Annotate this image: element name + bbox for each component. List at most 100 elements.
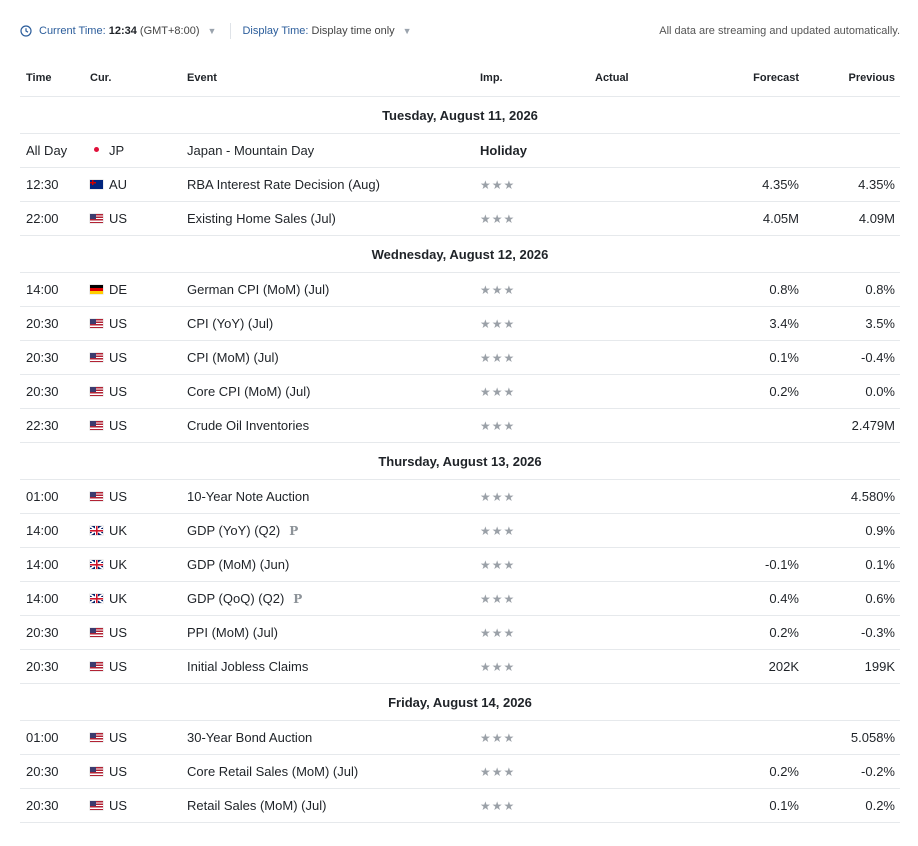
table-row[interactable]: 20:30 US CPI (YoY) (Jul) ★★★ 3.4% 3.5%: [20, 306, 900, 341]
display-time-selector[interactable]: Display Time: Display time only ▼: [242, 25, 411, 37]
event-name-link[interactable]: Retail Sales (MoM) (Jul): [187, 798, 327, 813]
us-flag-icon: [90, 387, 103, 397]
event-name-link[interactable]: RBA Interest Rate Decision (Aug): [187, 177, 380, 192]
table-row[interactable]: 22:30 US Crude Oil Inventories ★★★ 2.479M: [20, 408, 900, 443]
event-name-cell: 30-Year Bond Auction: [187, 720, 480, 755]
us-flag-icon: [90, 353, 103, 363]
table-row[interactable]: All Day JP Japan - Mountain Day Holiday: [20, 133, 900, 168]
event-currency: US: [109, 384, 128, 399]
table-row[interactable]: 01:00 US 10-Year Note Auction ★★★ 4.580%: [20, 479, 900, 514]
column-header-time[interactable]: Time: [20, 60, 90, 97]
column-header-forecast[interactable]: Forecast: [670, 60, 804, 97]
event-name-link[interactable]: Initial Jobless Claims: [187, 659, 309, 674]
timezone-label: (GMT+8:00): [139, 25, 200, 37]
importance-stars: ★★★: [480, 649, 595, 684]
event-name-link[interactable]: German CPI (MoM) (Jul): [187, 282, 330, 297]
event-name-cell: RBA Interest Rate Decision (Aug): [187, 167, 480, 202]
event-actual: [595, 306, 670, 341]
event-actual: [595, 615, 670, 650]
event-name-cell: GDP (MoM) (Jun): [187, 547, 480, 582]
event-forecast: 4.35%: [670, 167, 804, 202]
event-name-link[interactable]: Crude Oil Inventories: [187, 418, 310, 433]
event-name-link[interactable]: Existing Home Sales (Jul): [187, 211, 336, 226]
importance-stars: ★★★: [480, 272, 595, 307]
table-row[interactable]: 20:30 US Core Retail Sales (MoM) (Jul) ★★★ 0…: [20, 754, 900, 789]
event-name-cell: CPI (YoY) (Jul): [187, 306, 480, 341]
event-currency-cell: US: [90, 479, 187, 514]
importance-stars: ★★★: [480, 374, 595, 409]
event-currency-cell: US: [90, 615, 187, 650]
event-name-link[interactable]: GDP (YoY) (Q2): [187, 523, 281, 538]
event-currency-cell: UK: [90, 547, 187, 582]
table-row[interactable]: 20:30 US PPI (MoM) (Jul) ★★★ 0.2% -0.3%: [20, 615, 900, 650]
column-header-currency[interactable]: Cur.: [90, 60, 187, 97]
event-name-link[interactable]: 10-Year Note Auction: [187, 489, 310, 504]
column-header-actual[interactable]: Actual: [595, 60, 670, 97]
table-row[interactable]: 14:00 UK GDP (QoQ) (Q2) P ★★★ 0.4% 0.6%: [20, 581, 900, 616]
event-name-link[interactable]: GDP (MoM) (Jun): [187, 557, 290, 572]
event-time: 20:30: [20, 374, 90, 409]
event-currency: US: [109, 316, 128, 331]
event-time: 14:00: [20, 272, 90, 307]
holiday-label: Holiday: [480, 133, 595, 168]
event-name-link[interactable]: Japan - Mountain Day: [187, 143, 315, 158]
table-row[interactable]: 20:30 US Initial Jobless Claims ★★★ 202K 199K: [20, 649, 900, 684]
event-forecast: [670, 720, 804, 755]
column-header-importance[interactable]: Imp.: [480, 60, 595, 97]
event-currency-cell: US: [90, 720, 187, 755]
table-row[interactable]: 20:30 US CPI (MoM) (Jul) ★★★ 0.1% -0.4%: [20, 340, 900, 375]
us-flag-icon: [90, 421, 103, 431]
chevron-down-icon[interactable]: ▼: [207, 26, 217, 36]
preliminary-badge: P: [293, 592, 303, 606]
table-row[interactable]: 14:00 UK GDP (YoY) (Q2) P ★★★ 0.9%: [20, 513, 900, 548]
table-row[interactable]: 12:30 AU RBA Interest Rate Decision (Aug) ★…: [20, 167, 900, 202]
importance-stars: ★★★: [480, 340, 595, 375]
event-name-link[interactable]: Core CPI (MoM) (Jul): [187, 384, 311, 399]
uk-flag-icon: [90, 560, 103, 570]
event-name-link[interactable]: 30-Year Bond Auction: [187, 730, 313, 745]
event-name-link[interactable]: PPI (MoM) (Jul): [187, 625, 278, 640]
event-forecast: 0.2%: [670, 754, 804, 789]
event-name-cell: Existing Home Sales (Jul): [187, 201, 480, 236]
table-row[interactable]: 20:30 US Core CPI (MoM) (Jul) ★★★ 0.2% 0.0%: [20, 374, 900, 409]
event-currency: UK: [109, 523, 128, 538]
table-row[interactable]: 20:30 US Retail Sales (MoM) (Jul) ★★★ 0.1% 0.…: [20, 788, 900, 823]
event-currency: UK: [109, 591, 128, 606]
event-name-link[interactable]: GDP (QoQ) (Q2): [187, 591, 285, 606]
column-header-previous[interactable]: Previous: [804, 60, 900, 97]
event-actual: [595, 513, 670, 548]
event-currency: JP: [109, 143, 125, 158]
display-time-label: Display Time:: [242, 25, 309, 37]
event-name-link[interactable]: CPI (MoM) (Jul): [187, 350, 279, 365]
event-name-link[interactable]: CPI (YoY) (Jul): [187, 316, 274, 331]
event-name-cell: GDP (QoQ) (Q2) P: [187, 581, 480, 616]
event-actual: [595, 408, 670, 443]
chevron-down-icon[interactable]: ▼: [402, 26, 412, 36]
event-previous: 0.0%: [804, 374, 900, 409]
table-row[interactable]: 22:00 US Existing Home Sales (Jul) ★★★ 4.05M…: [20, 201, 900, 236]
event-name-link[interactable]: Core Retail Sales (MoM) (Jul): [187, 764, 359, 779]
current-time-selector[interactable]: Current Time: 12:34 (GMT+8:00) ▼: [20, 25, 216, 37]
table-row[interactable]: 14:00 UK GDP (MoM) (Jun) ★★★ -0.1% 0.1%: [20, 547, 900, 582]
column-header-event[interactable]: Event: [187, 60, 480, 97]
event-time: 14:00: [20, 513, 90, 548]
event-currency-cell: US: [90, 201, 187, 236]
event-currency-cell: US: [90, 649, 187, 684]
event-name-cell: Japan - Mountain Day: [187, 133, 480, 168]
day-header-date: Wednesday, August 12, 2026: [20, 235, 900, 273]
event-currency: US: [109, 764, 128, 779]
event-currency: US: [109, 489, 128, 504]
preliminary-badge: P: [289, 524, 299, 538]
table-row[interactable]: 14:00 DE German CPI (MoM) (Jul) ★★★ 0.8% 0.8%: [20, 272, 900, 307]
event-previous: 0.6%: [804, 581, 900, 616]
table-row[interactable]: 01:00 US 30-Year Bond Auction ★★★ 5.058%: [20, 720, 900, 755]
event-forecast: [670, 479, 804, 514]
event-actual: [595, 547, 670, 582]
event-time: 20:30: [20, 306, 90, 341]
event-currency-cell: JP: [90, 133, 187, 168]
event-actual: [595, 581, 670, 616]
event-previous: 0.1%: [804, 547, 900, 582]
day-header-date: Tuesday, August 11, 2026: [20, 96, 900, 134]
event-time: 01:00: [20, 479, 90, 514]
event-currency-cell: US: [90, 374, 187, 409]
